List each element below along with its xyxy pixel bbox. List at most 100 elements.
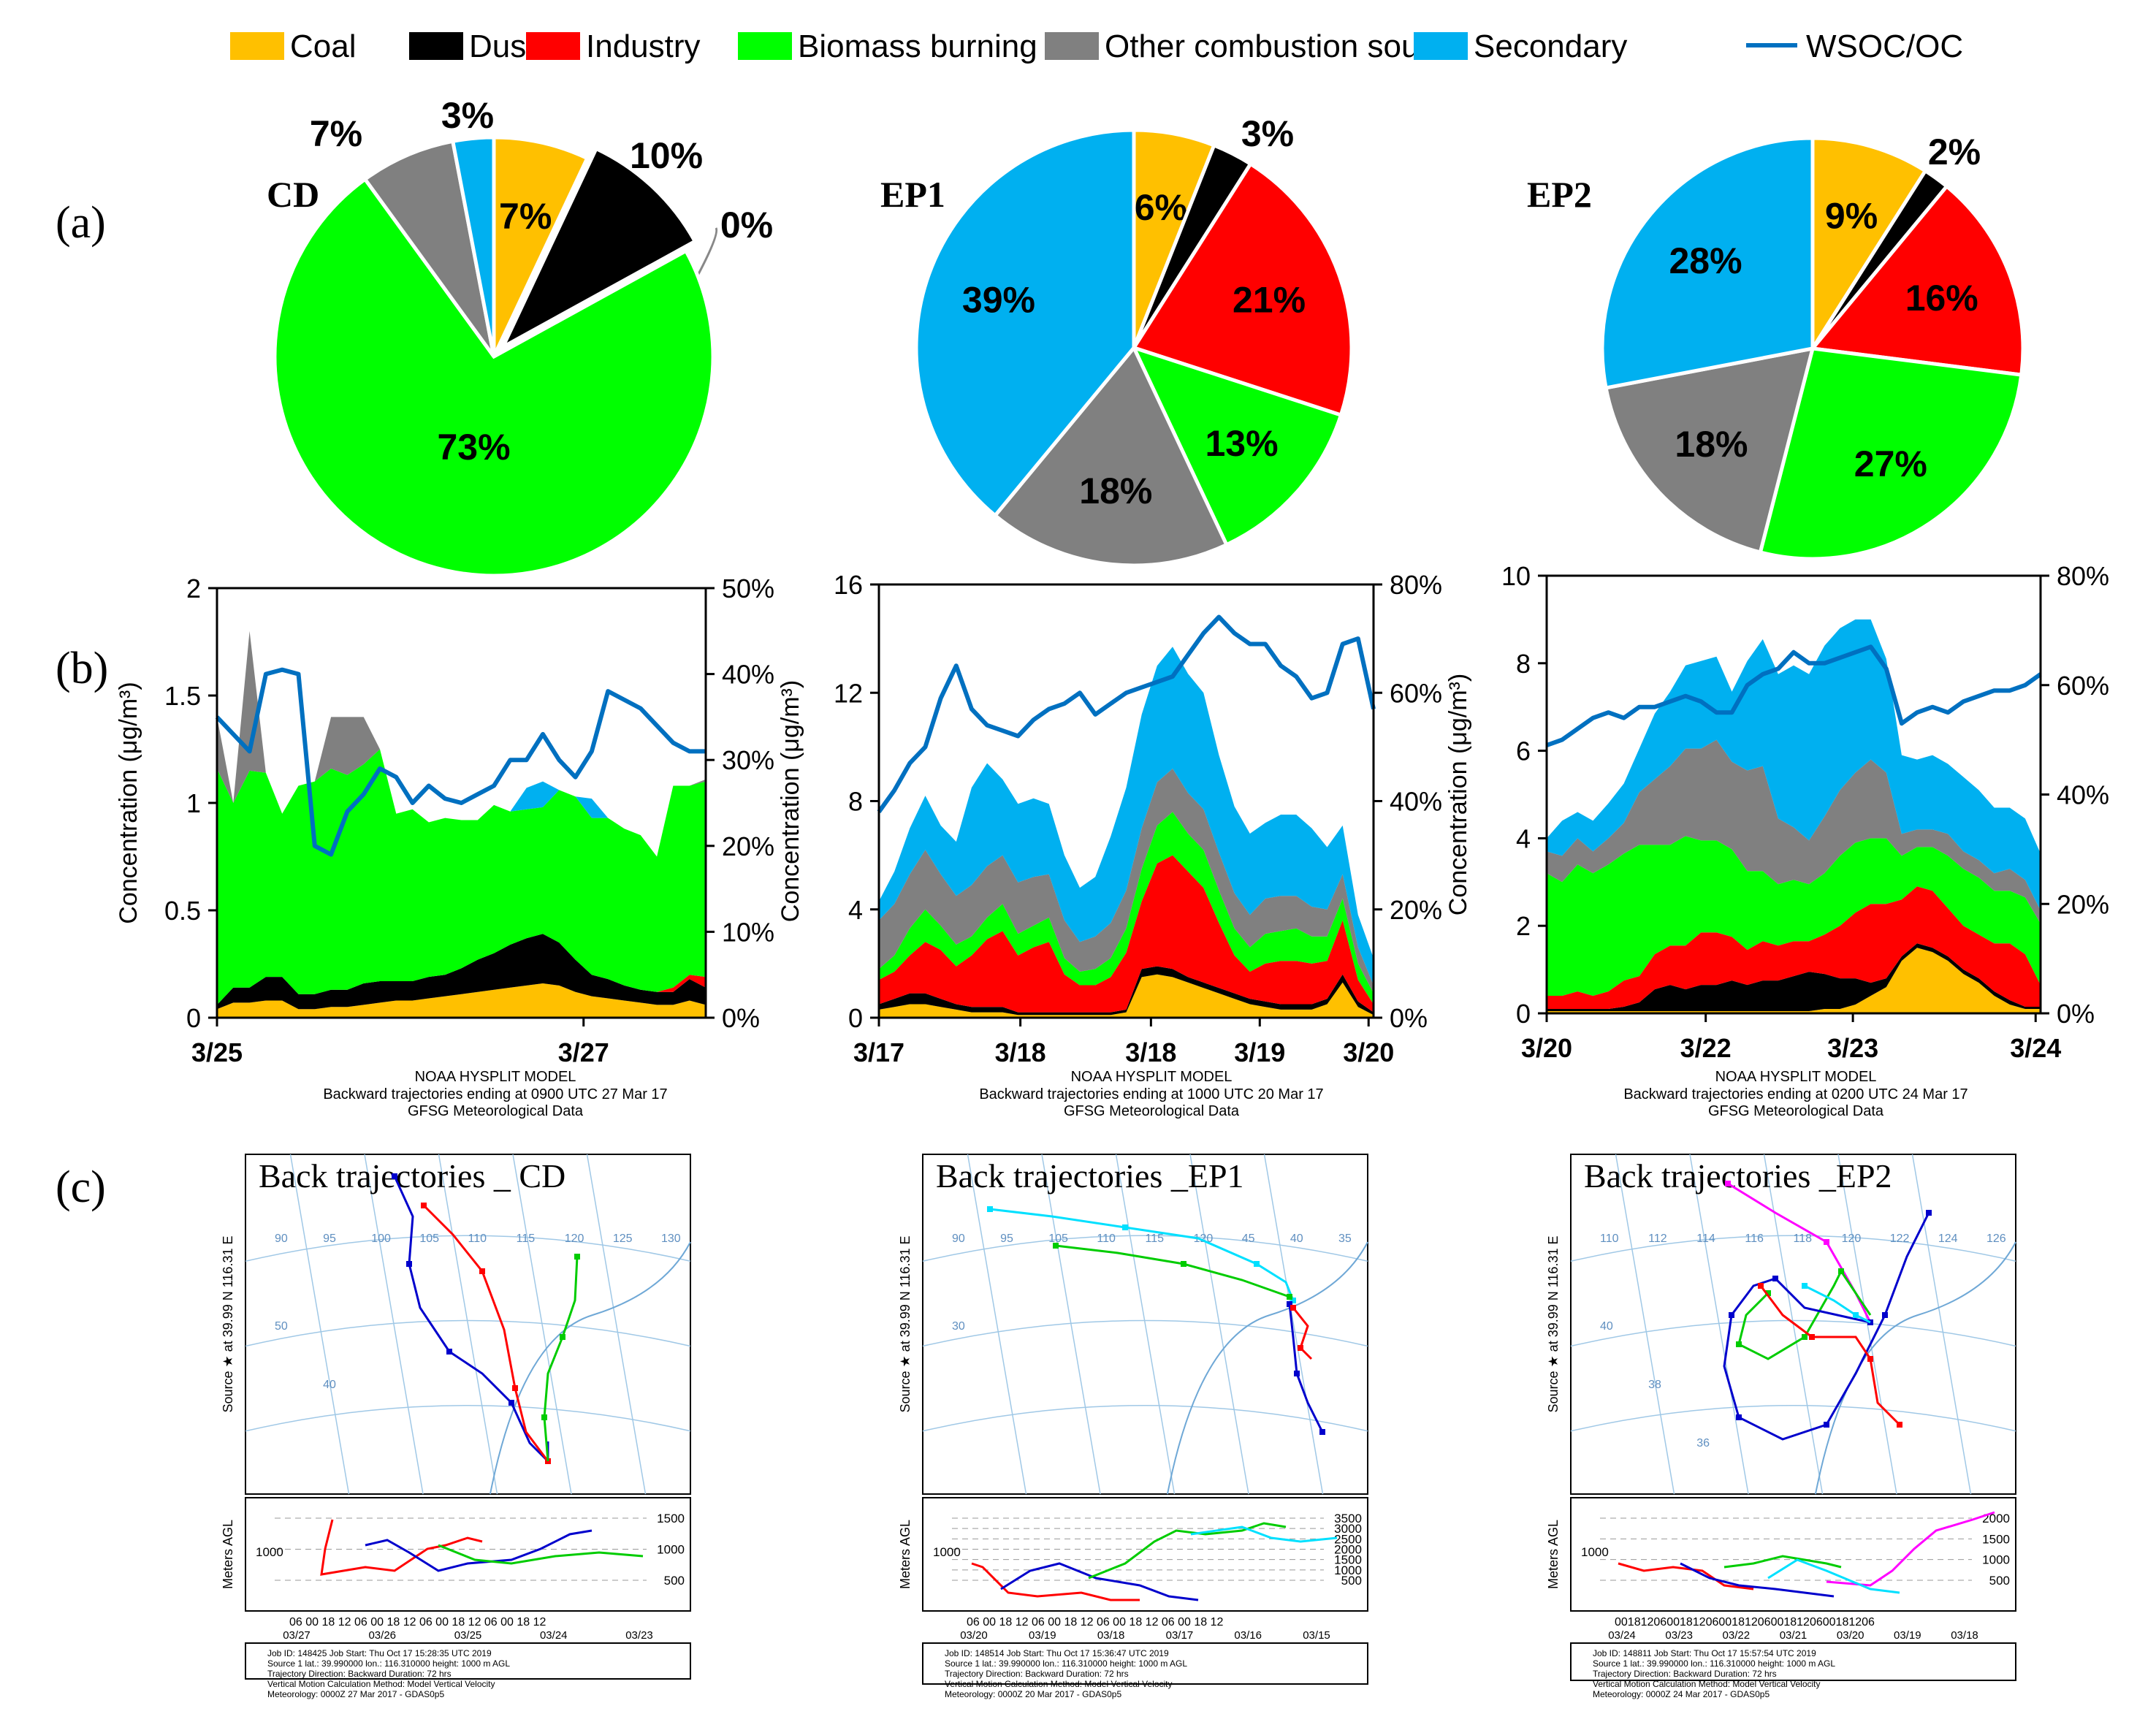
altitude-trace	[971, 1562, 1140, 1601]
legend-swatch-other-combustion-source	[1045, 32, 1099, 60]
pie-slice-dust	[498, 146, 698, 351]
pie-slice-coal	[1810, 136, 1928, 355]
meta-line: Vertical Motion Calculation Method: Mode…	[945, 1679, 1173, 1689]
time-tick-labels: 06 00 18 12 06 00 18 12 06 00 18 12 06 0…	[967, 1616, 1224, 1628]
map-graticule-meridian	[1615, 1154, 1675, 1495]
trajectory-marker	[1298, 1345, 1303, 1351]
area-band-biomass-burning	[879, 812, 1374, 1005]
map-met-data: GFSG Meteorological Data	[408, 1103, 584, 1119]
pie-label-outside: 0%	[720, 205, 773, 245]
pie-slice-biomass-burning	[1130, 344, 1344, 547]
time-date-label: 03/25	[454, 1629, 482, 1642]
map-grid-label: 40	[1290, 1233, 1303, 1245]
area-band-dust	[217, 934, 706, 1010]
map-grid-label: 45	[1242, 1233, 1255, 1245]
trajectory-marker	[406, 1261, 412, 1267]
trajectory-marker	[541, 1414, 547, 1420]
meta-line: Job ID: 148514 Job Start: Thu Oct 17 15:…	[945, 1648, 1169, 1658]
altitude-tick-label: 500	[1341, 1574, 1362, 1588]
pie-chart-cd: CD 7% 10% 0% 73% 7% 3%	[267, 95, 773, 578]
altitude-tick-label: 1500	[1334, 1553, 1362, 1567]
map-grid-label: 120	[1842, 1233, 1862, 1245]
pie-title: CD	[267, 174, 319, 215]
time-date-label: 03/23	[625, 1629, 653, 1642]
panel-label-c: (c)	[56, 1162, 106, 1212]
pie-slice-other-combustion-source	[992, 344, 1230, 568]
trajectory-marker	[574, 1254, 580, 1260]
trajectory-marker	[1181, 1261, 1186, 1267]
trajectory-marker	[1287, 1301, 1292, 1307]
map-grid-label: 114	[1696, 1233, 1715, 1245]
time-date-label: 03/24	[1608, 1629, 1636, 1642]
legend-swatch-secondary	[1414, 32, 1468, 60]
pie-label-outside: 10%	[630, 135, 703, 176]
trajectory-marker	[560, 1334, 565, 1340]
time-date-label: 03/27	[283, 1629, 311, 1642]
pie-leader-line	[696, 227, 718, 276]
trajectory-marker	[421, 1203, 427, 1208]
meta-line: Job ID: 148811 Job Start: Thu Oct 17 15:…	[1593, 1648, 1816, 1658]
y-axis-title: Concentration (μg/m³)	[777, 680, 804, 922]
area-band-coal	[217, 983, 706, 1018]
pie-title: EP1	[880, 174, 945, 215]
y-tick-label: 16	[834, 570, 863, 600]
map-grid-label: 30	[952, 1320, 965, 1333]
meta-line: Trajectory Direction: Backward Duration:…	[1593, 1669, 1777, 1679]
trajectory-marker	[1867, 1356, 1873, 1362]
trajectory-marker	[1290, 1298, 1296, 1303]
trajectory-marker	[508, 1400, 514, 1406]
map-grid-label: 90	[275, 1233, 288, 1245]
map-grid-label: 110	[1600, 1233, 1619, 1245]
x-tick-label: 3/17	[853, 1037, 904, 1067]
altitude-trace	[1190, 1525, 1338, 1543]
map-met-data: GFSG Meteorological Data	[1708, 1103, 1884, 1119]
y2-tick-label: 20%	[1390, 895, 1442, 925]
pie-label-inside: 21%	[1233, 279, 1306, 320]
altitude-tick-label: 2000	[1982, 1512, 2010, 1525]
wsoc-oc-line	[215, 667, 706, 857]
trajectory-marker	[1802, 1334, 1808, 1340]
pie-slice-industry	[1809, 183, 2025, 377]
map-grid-label: 90	[952, 1233, 965, 1245]
altitude-tick-label: 500	[1989, 1574, 2010, 1588]
y2-tick-label: 20%	[2057, 889, 2109, 919]
pie-slice-biomass-burning	[1758, 346, 2024, 561]
map-graticule-parallel	[1570, 1319, 2016, 1347]
altitude-axis-title: Meters AGL	[898, 1520, 913, 1589]
y2-tick-label: 80%	[2057, 561, 2109, 591]
area-band-biomass-burning	[1547, 836, 2041, 996]
map-grid-label: 95	[1000, 1233, 1013, 1245]
altitude-tick-label: 3000	[1334, 1522, 1362, 1536]
x-tick-label: 3/23	[1827, 1033, 1878, 1063]
time-date-label: 03/23	[1665, 1629, 1693, 1642]
altitude-tick-label: 2000	[1334, 1543, 1362, 1557]
pie-label-inside: 7%	[499, 196, 552, 237]
meta-frame	[1570, 1642, 2016, 1681]
trajectory-path	[422, 1204, 549, 1462]
altitude-frame	[1570, 1497, 2016, 1612]
pie-label-inside: 18%	[1675, 424, 1748, 465]
time-date-label: 03/18	[1951, 1629, 1978, 1642]
pie-slice-industry	[1131, 161, 1354, 418]
area-band-coal	[879, 974, 1374, 1018]
meta-frame	[922, 1642, 1368, 1685]
meta-line: Meteorology: 0000Z 20 Mar 2017 - GDAS0p5	[945, 1689, 1121, 1699]
y-tick-label: 1.5	[164, 681, 201, 711]
y2-tick-label: 60%	[2057, 671, 2109, 701]
trajectory-path	[543, 1256, 579, 1462]
map-grid-label: 40	[323, 1379, 336, 1391]
y2-tick-label: 10%	[722, 917, 774, 947]
trajectory-path	[1804, 1284, 1871, 1324]
trajectory-marker	[1897, 1422, 1902, 1428]
trajectory-marker	[1758, 1283, 1764, 1289]
x-tick-label: 3/24	[2010, 1033, 2061, 1063]
trajectory-marker	[1290, 1305, 1296, 1311]
trajectory-marker	[1319, 1429, 1325, 1435]
map-grid-label: 125	[613, 1233, 633, 1245]
map-graticule-parallel	[245, 1319, 691, 1347]
trajectory-marker	[1736, 1341, 1742, 1347]
area-band-secondary	[879, 647, 1374, 986]
